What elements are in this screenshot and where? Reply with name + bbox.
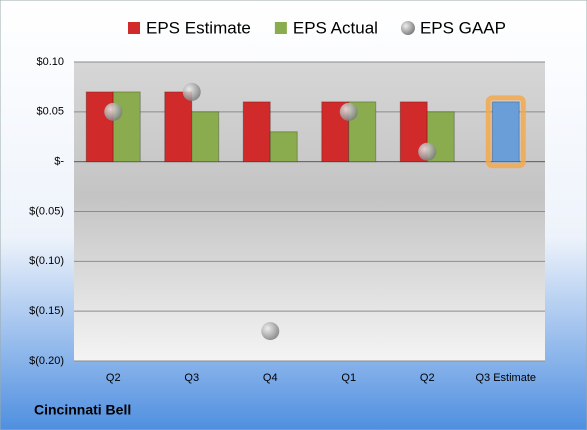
y-tick-label: $(0.10) — [29, 255, 64, 267]
legend-label: EPS Actual — [293, 18, 378, 37]
x-tick-label: Q3 Estimate — [475, 372, 536, 384]
bar — [191, 111, 220, 163]
y-tick-label: $0.10 — [36, 56, 64, 68]
footer: Cincinnati Bell — [34, 402, 131, 418]
highlight-glow — [485, 95, 526, 169]
y-tick-label: $(0.20) — [29, 355, 64, 367]
bar — [85, 91, 114, 163]
gaap-point — [182, 82, 201, 101]
x-tick-label: Q1 — [341, 372, 356, 384]
gaap-point — [339, 102, 358, 121]
y-tick-label: $(0.15) — [29, 305, 64, 317]
legend-label: EPS GAAP — [420, 18, 506, 37]
legend-swatch — [128, 22, 140, 34]
x-tick-label: Q3 — [184, 372, 199, 384]
x-tick-label: Q2 — [106, 372, 121, 384]
bar — [348, 101, 377, 163]
bar — [112, 91, 141, 163]
legend-swatch — [274, 22, 287, 34]
gaap-point — [418, 142, 437, 161]
legend-swatch — [400, 21, 415, 35]
gaap-point — [104, 102, 123, 121]
bar — [164, 91, 193, 163]
gaap-point — [261, 322, 280, 341]
y-tick-label: $(0.05) — [29, 205, 64, 217]
y-tick-label: $0.05 — [36, 106, 64, 118]
bar — [242, 101, 271, 163]
x-tick-label: Q4 — [263, 372, 278, 384]
bar — [426, 111, 455, 163]
legend-label: EPS Estimate — [146, 18, 251, 37]
bar — [269, 131, 298, 163]
bar — [491, 101, 520, 163]
x-tick-label: Q2 — [420, 372, 435, 384]
y-tick-label: $- — [54, 156, 64, 168]
